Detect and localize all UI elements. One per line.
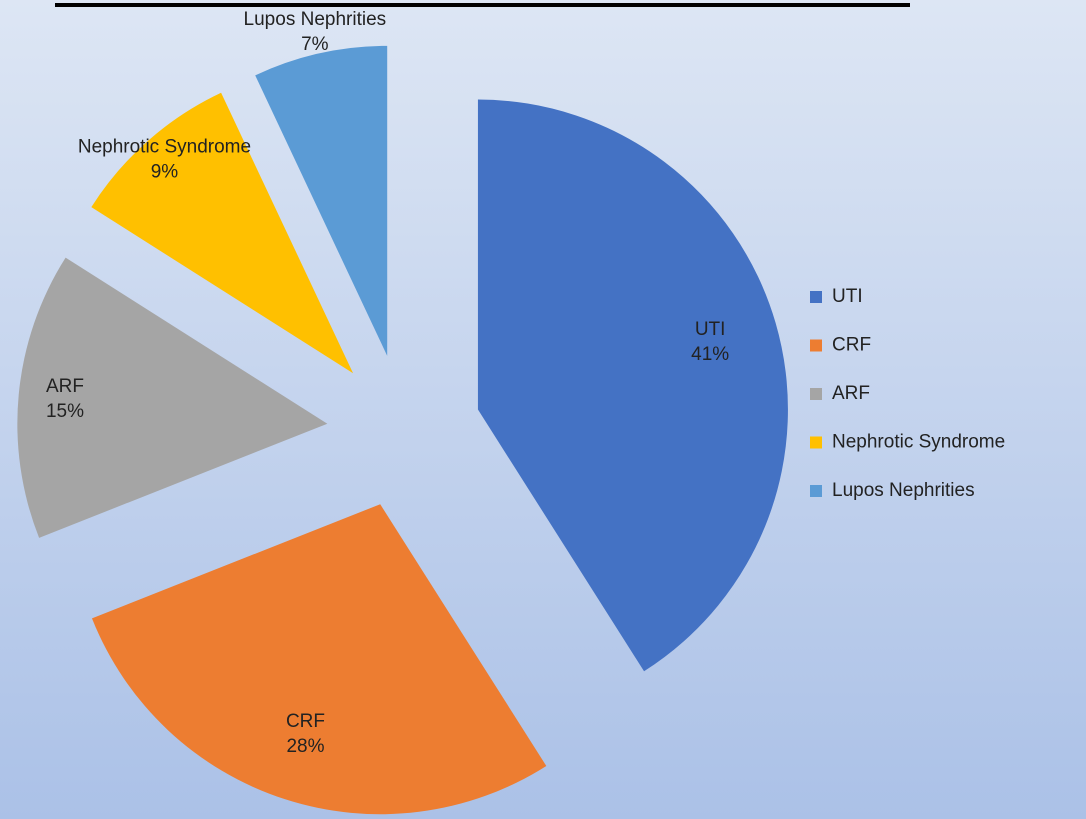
slice-category-label: CRF: [286, 711, 325, 732]
slice-value-label: 41%: [691, 344, 729, 365]
pie-slice: [255, 45, 388, 356]
slice-value-label: 9%: [151, 161, 179, 182]
legend-label: Lupos Nephrities: [832, 480, 975, 501]
slice-category-label: UTI: [695, 319, 726, 340]
legend-label: ARF: [832, 383, 870, 404]
slice-category-label: Nephrotic Syndrome: [78, 136, 251, 157]
slice-category-label: ARF: [46, 376, 84, 397]
title-underline: [55, 3, 910, 7]
legend-label: CRF: [832, 335, 871, 356]
slice-value-label: 7%: [301, 34, 329, 55]
legend-swatch: [810, 485, 822, 497]
slice-value-label: 15%: [46, 401, 84, 422]
pie-slice: [91, 504, 547, 815]
slice-value-label: 28%: [286, 736, 324, 757]
pie-slice: [477, 99, 788, 672]
legend-swatch: [810, 291, 822, 303]
legend-swatch: [810, 436, 822, 449]
legend-label: Nephrotic Syndrome: [832, 432, 1005, 453]
legend-label: UTI: [832, 286, 863, 307]
legend-swatch: [810, 388, 822, 400]
pie-slice: [17, 257, 328, 538]
slice-category-label: Lupos Nephrities: [244, 9, 387, 30]
legend-swatch: [810, 339, 822, 352]
pie-slice: [91, 92, 354, 374]
